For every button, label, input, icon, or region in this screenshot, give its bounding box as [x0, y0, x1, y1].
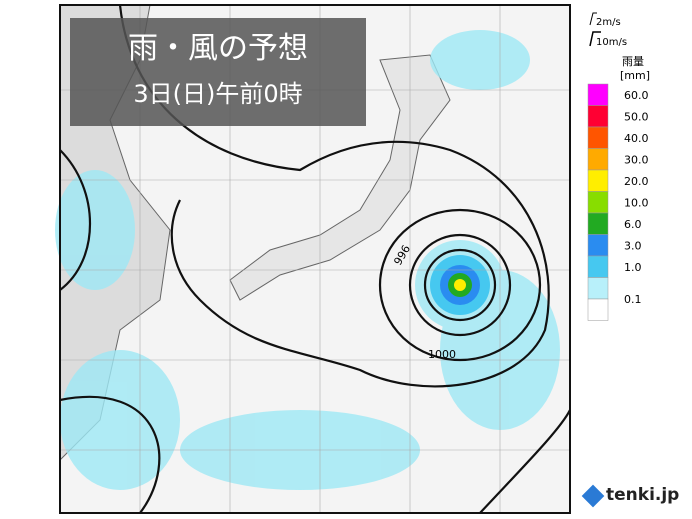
legend-label: 3.0	[624, 239, 642, 252]
legend-label: 40.0	[624, 132, 649, 145]
japan	[229, 54, 451, 301]
legend-swatch	[587, 277, 609, 300]
legend-swatch	[587, 148, 609, 171]
rain-legend-unit: [mm]	[620, 69, 650, 82]
rain-legend: 60.0 50.0 40.0 30.0 20.0 10.0 6.0 3.0 1.0 0.1	[587, 83, 649, 321]
wind-legend: 2m/s 10m/s	[589, 12, 627, 48]
legend-swatch	[587, 83, 609, 106]
wind-label: 10m/s	[596, 37, 627, 48]
legend-label: 50.0	[624, 110, 649, 123]
legend-swatch	[587, 126, 609, 149]
legend-swatch	[587, 234, 609, 257]
legend-swatch	[587, 298, 609, 321]
legend-label: 20.0	[624, 175, 649, 188]
title: 雨・風の予想	[128, 31, 308, 66]
subtitle: 3日(日)午前0時	[133, 80, 302, 108]
legend-label: 0.1	[624, 293, 642, 306]
legend-label: 10.0	[624, 196, 649, 209]
legend-label: 30.0	[624, 153, 649, 166]
legend-swatch	[587, 169, 609, 192]
barb-strong	[589, 31, 601, 47]
rain-core	[454, 279, 466, 291]
wind-label: 2m/s	[596, 17, 621, 28]
legend-label: 1.0	[624, 261, 642, 274]
title-box	[70, 18, 366, 126]
logo-icon	[581, 484, 605, 508]
isobar-label: 1000	[428, 348, 456, 361]
legend-swatch	[587, 212, 609, 235]
legend-swatch	[587, 105, 609, 128]
legend-swatch	[587, 255, 609, 278]
legend-label: 60.0	[624, 89, 649, 102]
rain-legend-title: 雨量	[622, 55, 644, 68]
barb-light	[589, 12, 597, 26]
logo: tenki.jp	[606, 485, 679, 505]
legend-swatch	[587, 191, 609, 214]
isobars	[59, 4, 571, 514]
map-frame	[59, 4, 571, 514]
legend-label: 6.0	[624, 218, 642, 231]
